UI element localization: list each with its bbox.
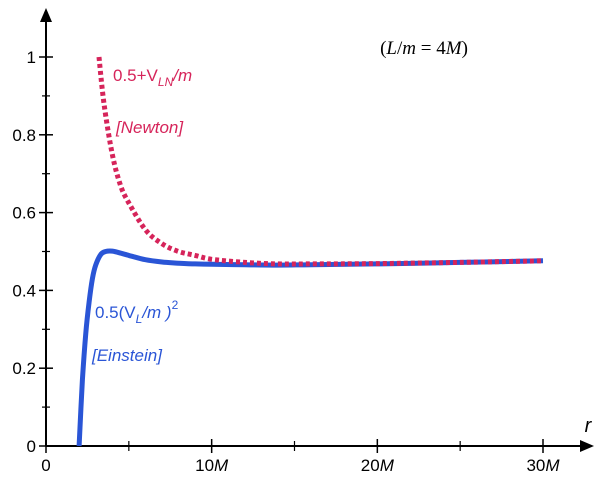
annotation-part: / [397,38,403,59]
x-tick-number: 20 [361,456,380,475]
x-tick-label: 20M [361,456,395,475]
newton-curve [96,56,544,267]
einstein-label-superscript: 2 [172,298,179,312]
annotation-part: L [385,38,397,59]
axes-layer [39,8,594,453]
y-tick-label: 1 [27,48,36,67]
y-tick-label: 0.2 [12,359,36,378]
newton-label-tail: /m [172,66,192,85]
newton-label: 0.5+VLN/m [113,66,192,89]
newton-label-main: 0.5+V [113,66,159,85]
x-tick-label: 30M [526,456,560,475]
x-tick-number: 10 [195,456,214,475]
series-layer [76,56,544,447]
x-tick-number: 30 [526,456,545,475]
einstein-label-main: 0.5(V [95,303,136,322]
x-axis-arrow [580,440,594,452]
y-axis-arrow [40,8,52,22]
einstein-label: 0.5(VL/m )2 [95,298,179,326]
y-tick-label: 0 [27,437,36,456]
y-tick-label: 0.4 [12,281,36,300]
einstein-curve [76,248,544,447]
annotation-part: m [402,38,416,59]
labels-layer: r00.20.40.60.810 10M 20M 30M0.5+VLN/m[Newto… [12,38,592,475]
newton-label-subscript: LN [158,75,174,89]
einstein-label-tail: /m ) [141,303,171,322]
x-axis-label: r [585,415,593,437]
x-tick-label: 0 [41,456,50,475]
einstein-note: [Einstein] [91,346,163,365]
x-tick-unit: M [380,456,395,475]
y-tick-label: 0.6 [12,204,36,223]
parameter-annotation: (L/m = 4M) [380,38,468,59]
y-tick-label: 0.8 [12,126,36,145]
annotation-part: M [445,38,463,59]
newton-note: [Newton] [115,118,184,137]
annotation-part: ( [380,38,386,59]
x-tick-label: 10M [195,456,229,475]
annotation-part: = 4 [416,38,446,59]
x-tick-unit: M [545,456,560,475]
x-tick-unit: M [214,456,229,475]
einstein-label-subscript: L [136,312,143,326]
annotation-part: ) [462,38,468,59]
